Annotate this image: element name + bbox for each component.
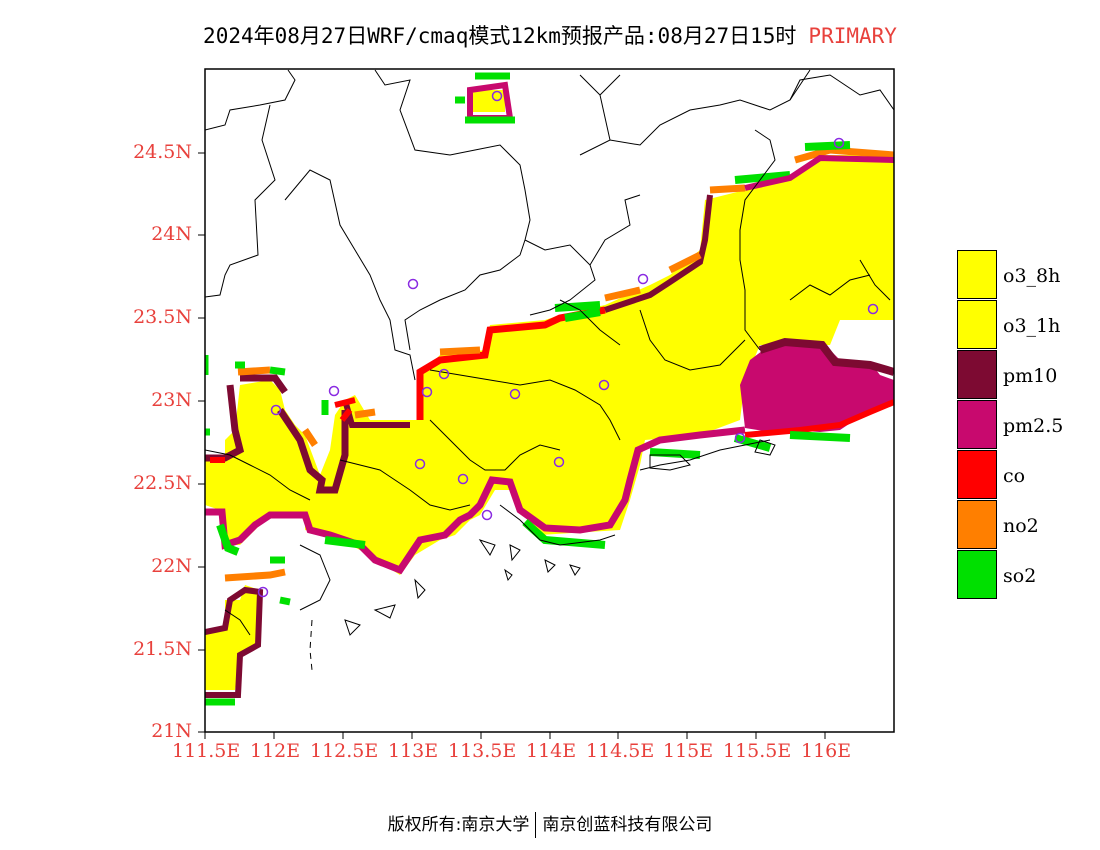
legend-swatch-pm25 (957, 400, 997, 449)
o3-region-west (205, 585, 260, 690)
lat-tick-label: 22.5N (133, 472, 192, 494)
lat-tick-label: 21N (151, 720, 192, 742)
copyright-footer: 版权所有:南京大学 南京创蓝科技有限公司 (0, 810, 1100, 838)
legend-label-co: co (1003, 465, 1026, 487)
lat-tick-label: 21.5N (133, 638, 192, 660)
legend-swatch-o3-8h (957, 250, 997, 299)
legend-label-o3-1h: o3_1h (1003, 315, 1061, 337)
islands (299, 439, 776, 671)
lon-tick-label: 114E (526, 740, 577, 762)
lat-tick-label: 22N (151, 555, 192, 577)
lon-tick-label: 111.5E (172, 740, 241, 762)
lon-tick-label: 115E (663, 740, 714, 762)
lon-tick-label: 115.5E (723, 740, 792, 762)
lon-tick-label: 113.5E (448, 740, 517, 762)
legend-label-pm10: pm10 (1003, 365, 1058, 387)
west-border-orange (237, 366, 376, 447)
legend-label-so2: so2 (1003, 565, 1037, 587)
o3-region (205, 155, 894, 575)
footer-left: 版权所有:南京大学 (387, 815, 530, 835)
lon-tick-label: 116E (801, 740, 852, 762)
sw-border-orange (224, 568, 286, 582)
pm25-region (740, 345, 894, 432)
lon-tick-label: 113E (388, 740, 439, 762)
north-cell-so2 (455, 72, 515, 124)
north-border-red (416, 306, 606, 420)
footer-separator (535, 812, 537, 838)
title-tag: PRIMARY (808, 24, 897, 48)
lat-tick-label: 23.5N (133, 306, 192, 328)
lon-tick-label: 112E (250, 740, 301, 762)
legend-label-o3-8h: o3_8h (1003, 265, 1061, 287)
coast-border-so2 (216, 431, 851, 556)
map-title: 2024年08月27日WRF/cmaq模式12km预报产品:08月27日15时 P… (0, 20, 1100, 50)
pm10-border-east (758, 337, 894, 376)
legend-swatch-no2 (957, 500, 997, 549)
pollutant-field (205, 69, 894, 706)
legend-swatch-so2 (957, 550, 997, 599)
legend-swatch-pm10 (957, 350, 997, 399)
legend-swatch-co (957, 450, 997, 499)
tick-marks (198, 152, 826, 739)
north-border-pm10 (342, 194, 713, 428)
o3-region-north (470, 90, 505, 112)
lat-tick-label: 23N (151, 389, 192, 411)
lat-tick-label: 24.5N (133, 141, 192, 163)
legend-label-no2: no2 (1003, 515, 1039, 537)
west-border-red (210, 397, 356, 463)
lon-tick-label: 114.5E (586, 740, 655, 762)
north-border-orange (439, 146, 894, 356)
boundary-lines (205, 69, 894, 636)
coast-border-red (744, 399, 894, 438)
legend-swatch-o3-1h (957, 300, 997, 349)
stations (257, 90, 879, 598)
lat-tick-label: 24N (151, 223, 192, 245)
legend-label-pm25: pm2.5 (1003, 415, 1064, 437)
footer-right: 南京创蓝科技有限公司 (542, 815, 713, 835)
sw-border (205, 586, 264, 698)
sw-border-so2 (205, 556, 291, 706)
west-border-so2 (205, 355, 329, 436)
coast-border-pm (205, 426, 746, 575)
north-border-pm25 (744, 154, 894, 191)
title-main: 2024年08月27日WRF/cmaq模式12km预报产品:08月27日15时 (203, 24, 797, 48)
lon-tick-label: 112.5E (310, 740, 379, 762)
